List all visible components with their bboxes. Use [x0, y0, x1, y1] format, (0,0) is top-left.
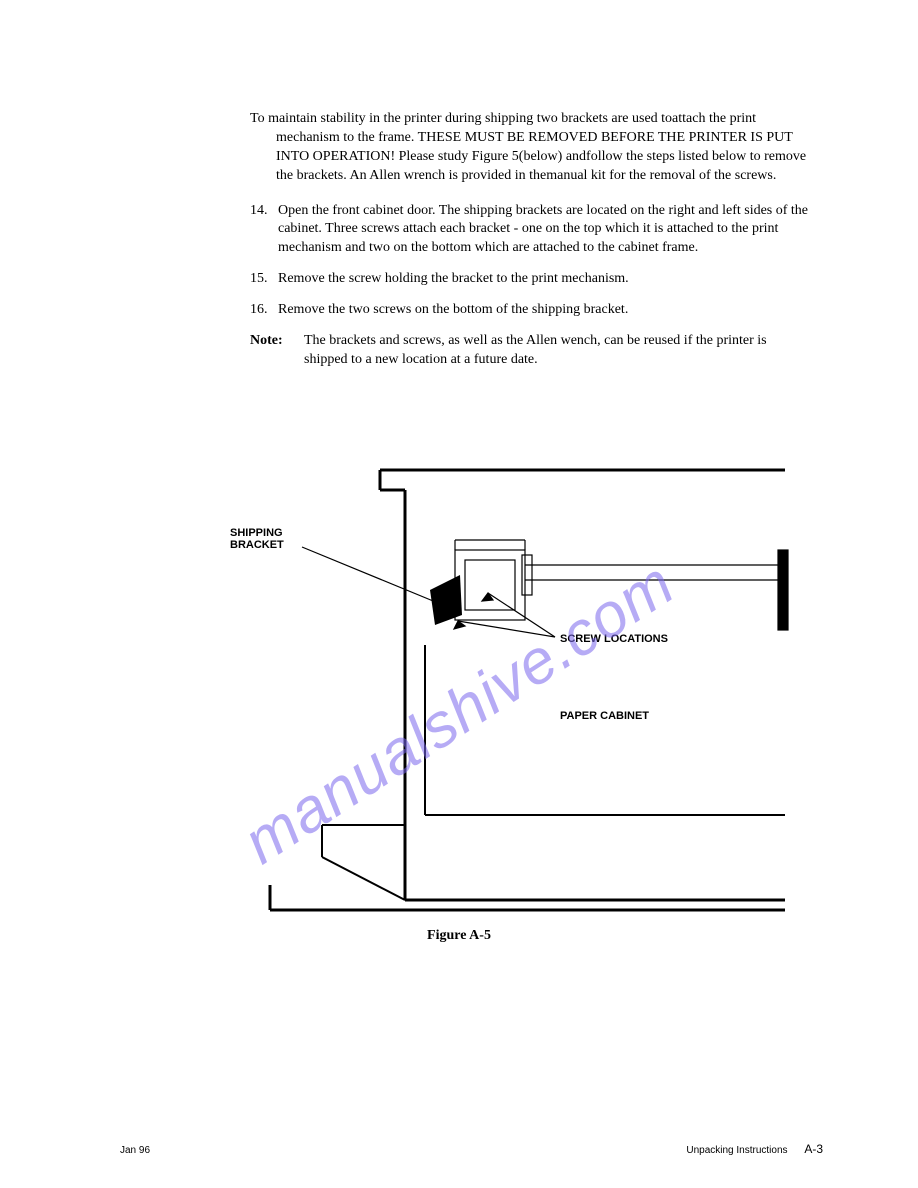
step-14: 14. Open the front cabinet door. The shi… [250, 202, 810, 259]
step-number: 14. [250, 202, 278, 259]
step-text: Open the front cabinet door. The shippin… [278, 202, 810, 259]
note: Note: The brackets and screws, as well a… [250, 332, 810, 370]
footer-section: Unpacking Instructions A-3 [686, 1142, 823, 1156]
label-paper-cabinet: PAPER CABINET [560, 710, 649, 722]
footer-date: Jan 96 [120, 1145, 150, 1156]
note-text: The brackets and screws, as well as the … [304, 332, 810, 370]
step-number: 16. [250, 301, 278, 320]
note-label: Note: [250, 332, 304, 370]
label-screw-locations: SCREW LOCATIONS [560, 633, 668, 645]
step-text: Remove the two screws on the bottom of t… [278, 301, 810, 320]
step-15: 15. Remove the screw holding the bracket… [250, 270, 810, 289]
label-shipping-bracket: SHIPPING BRACKET [230, 527, 284, 551]
figure-diagram: SHIPPING BRACKET SCREW LOCATIONS PAPER C… [230, 455, 800, 955]
step-number: 15. [250, 270, 278, 289]
step-text: Remove the screw holding the bracket to … [278, 270, 810, 289]
step-16: 16. Remove the two screws on the bottom … [250, 301, 810, 320]
footer-page-number: A-3 [804, 1142, 823, 1156]
footer-label: Unpacking Instructions [686, 1145, 787, 1156]
intro-paragraph: To maintain stability in the printer dur… [250, 110, 810, 186]
figure-caption: Figure A-5 [0, 928, 918, 944]
